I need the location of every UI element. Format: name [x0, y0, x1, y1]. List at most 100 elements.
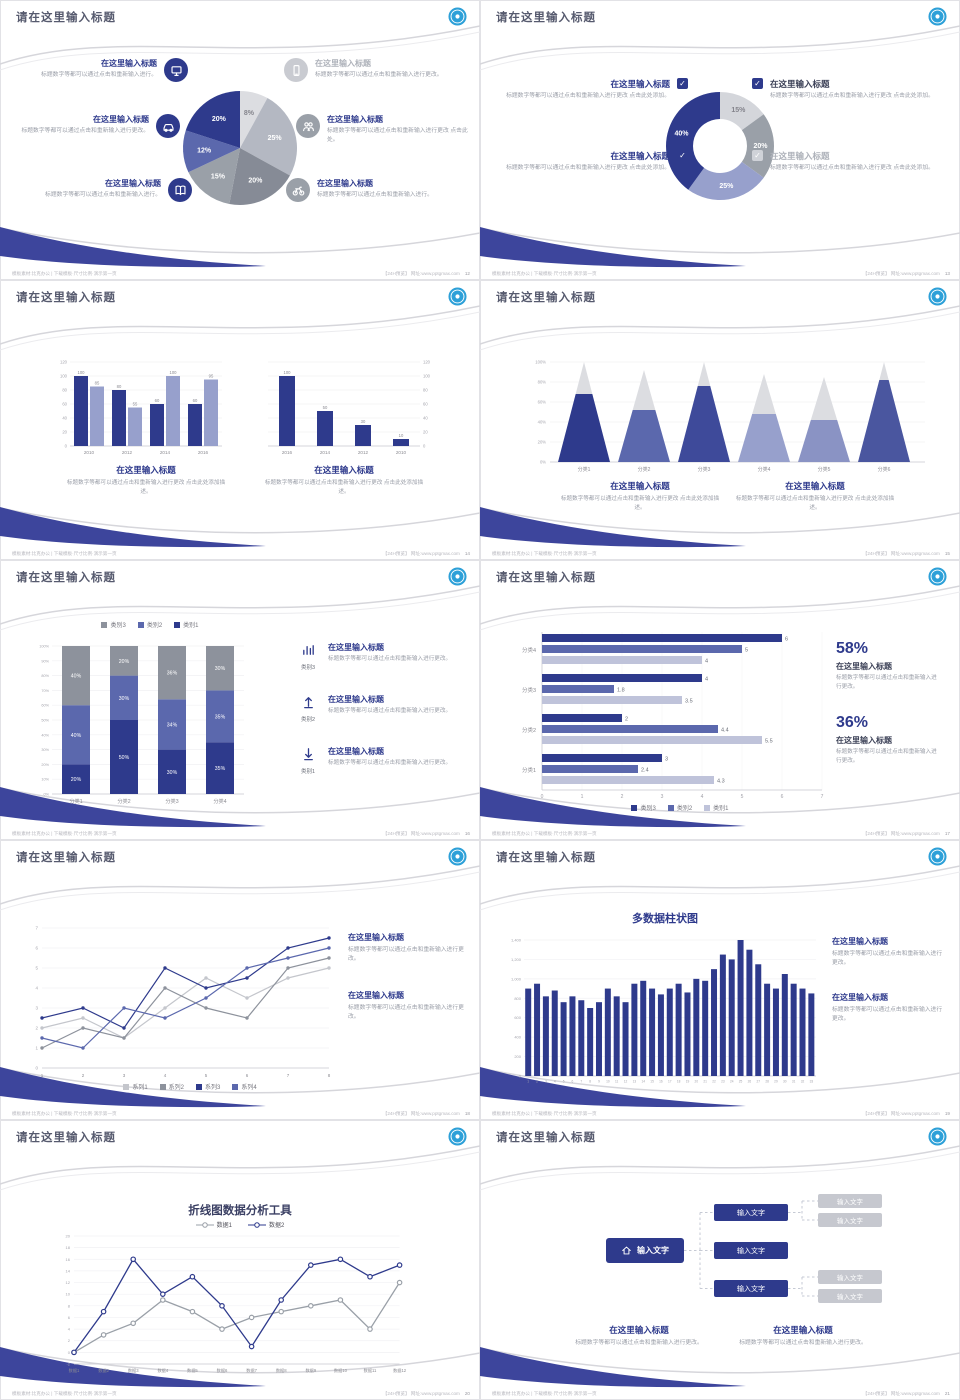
text-block-body: 标题数字等都可以通过点击和重新输入进行更改。 [832, 1007, 943, 1023]
icon-circle [286, 178, 310, 202]
side-item: 类别3 在这里输入标题 标题数字等都可以通过点击和重新输入进行更改。 [296, 642, 464, 671]
pie-chart: 8% 25% 20% 15% 12% 20% [182, 91, 298, 205]
chart-legend: 类别3 类别2 类别1 [560, 803, 800, 812]
page-number: 17 [944, 831, 950, 836]
school-logo-icon [448, 1127, 467, 1146]
side-item-text: 在这里输入标题 标题数字等都可以通过点击和重新输入进行更改。 [328, 746, 464, 768]
arrow-down-icon [303, 748, 313, 761]
swoosh-decoration [480, 25, 960, 268]
slide-footer: 模板素材:比克办公 | 下载模板·尺寸比例·演示第一页 【24H预览】 网址:ww… [492, 831, 950, 837]
footer-left-text: 模板素材:比克办公 | 下载模板·尺寸比例·演示第一页 [492, 1391, 597, 1396]
checklist-body: 标题数字等都可以通过点击和重新输入进行更改 点击此处添加。 [506, 165, 670, 171]
svg-text:4: 4 [554, 1080, 556, 1084]
svg-text:120: 120 [60, 360, 68, 365]
slide-15-pyramid-chart[interactable]: 请在这里输入标题 0% 20% 40% 60% 80% 100% 分类1 分类2 分类3 分类4 分… [480, 280, 960, 560]
svg-text:5: 5 [205, 1073, 208, 1078]
slide-13-donut-checklist[interactable]: 请在这里输入标题 15% 20% 25% 40% 在这里输入标题 标题数字等都可以通过点击… [480, 0, 960, 280]
text-block: 在这里输入标题 标题数字等都可以通过点击和重新输入进行更改。 [348, 990, 464, 1023]
text-block-title: 在这里输入标题 [610, 481, 670, 491]
footer-right-text: 【24H预览】 网址:www.pptgmax.com [382, 831, 460, 836]
slide-title: 请在这里输入标题 [496, 12, 596, 24]
callout-item: 在这里输入标题 标题数字等都可以通过点击和重新输入进行。 [286, 178, 466, 202]
svg-text:4: 4 [705, 659, 708, 665]
svg-text:1: 1 [35, 1046, 38, 1051]
svg-text:12: 12 [624, 1080, 628, 1084]
footer-left-text: 模板素材:比克办公 | 下载模板·尺寸比例·演示第一页 [12, 271, 117, 276]
people-icon [302, 121, 314, 131]
footer-right-text: 【24H预览】 网址:www.pptgmax.com [862, 831, 940, 836]
swoosh-decoration [480, 305, 960, 548]
slide-20-line-analysis[interactable]: 请在这里输入标题 折线图数据分析工具 数据1 数据2 -2 0 2 4 6 8 10 12 14 16 1… [0, 1120, 480, 1400]
svg-text:30: 30 [361, 419, 366, 424]
school-logo-icon [928, 287, 947, 306]
legend-entry: 类别2 [137, 620, 162, 629]
svg-text:27: 27 [756, 1080, 760, 1084]
car-icon [162, 123, 174, 132]
svg-text:数据12: 数据12 [393, 1367, 407, 1374]
slide-18-multi-line-chart[interactable]: 请在这里输入标题 0 1 2 3 4 5 6 7 1 2 3 4 5 6 7 8 系列1 系列2 系列3 系列4 在这里… [0, 840, 480, 1120]
svg-text:分类2: 分类2 [638, 466, 651, 473]
svg-text:3: 3 [665, 757, 668, 763]
icon-circle [296, 114, 320, 138]
svg-text:25%: 25% [719, 183, 734, 190]
svg-text:2: 2 [536, 1080, 538, 1084]
page-number: 20 [464, 1391, 470, 1396]
svg-text:15: 15 [650, 1080, 654, 1084]
svg-text:数据1: 数据1 [69, 1367, 80, 1374]
svg-text:85: 85 [95, 381, 100, 386]
svg-text:35%: 35% [215, 766, 226, 772]
swoosh-decoration [480, 585, 960, 828]
svg-text:24: 24 [730, 1080, 734, 1084]
school-logo-icon [928, 7, 947, 26]
legend-label: 系列3 [205, 1085, 221, 1091]
text-block: 在这里输入标题 标题数字等都可以通过点击和重新输入进行更改 点击此处添加描述。 [735, 480, 895, 513]
slide-content: 类别3 类别2 类别1 0% 10% 20% 30% 40% 50% 60% 70% 80% 90% 10… [0, 560, 480, 840]
slide-19-many-bars[interactable]: 请在这里输入标题 多数据柱状图 0 200 400 600 800 1,000 1,200 1,… [480, 840, 960, 1120]
callout-body: 标题数字等都可以通过点击和重新输入进行。 [41, 72, 157, 78]
flow-root-node: 输入文字 [606, 1238, 684, 1263]
legend-swatch [123, 1083, 130, 1090]
footer-right-text: 【24H预览】 网址:www.pptgmax.com [862, 1391, 940, 1396]
legend-label: 系列1 [132, 1085, 148, 1091]
slide-16-stacked-bars[interactable]: 请在这里输入标题 类别3 类别2 类别1 0% 10% 20% 30% 40% 50% 60% 70… [0, 560, 480, 840]
svg-text:3: 3 [661, 794, 664, 800]
icon-circle [284, 58, 308, 82]
svg-text:80%: 80% [41, 674, 49, 678]
svg-text:分类2: 分类2 [522, 726, 536, 734]
svg-text:20: 20 [66, 1234, 71, 1239]
flow-main-node: 输入文字 [714, 1204, 788, 1221]
svg-text:5: 5 [563, 1080, 565, 1084]
svg-text:100: 100 [60, 374, 68, 379]
callout-text: 在这里输入标题 标题数字等都可以通过点击和重新输入进行。 [317, 178, 466, 200]
icon-circle [168, 178, 192, 202]
svg-text:数据10: 数据10 [334, 1367, 348, 1374]
icon-circle [156, 114, 180, 138]
callout-text: 在这里输入标题 标题数字等都可以通过点击和重新输入进行更改。 [0, 114, 149, 136]
svg-text:28: 28 [765, 1080, 769, 1084]
checkbox-icon: ✓ [752, 78, 763, 89]
footer-left-text: 模板素材:比克办公 | 下载模板·尺寸比例·演示第一页 [492, 1111, 597, 1116]
side-item-title: 在这里输入标题 [328, 643, 384, 652]
text-block-title: 在这里输入标题 [832, 993, 888, 1002]
footer-left-text: 模板素材:比克办公 | 下载模板·尺寸比例·演示第一页 [492, 271, 597, 276]
side-item-title: 在这里输入标题 [328, 695, 384, 704]
slide-14-dual-bar-charts[interactable]: 请在这里输入标题 0 20 40 60 80 100 120 2010 100 85 2012 80 5… [0, 280, 480, 560]
callout-text: 在这里输入标题 标题数字等都可以通过点击和重新输入进行。 [8, 58, 157, 80]
svg-text:分类4: 分类4 [758, 466, 771, 473]
callout-body: 标题数字等都可以通过点击和重新输入进行更改。 [315, 72, 443, 78]
slide-21-flow-diagram[interactable]: 请在这里输入标题 输入文字 输入文字 输入文字 输入文字 输入文字 输入文字 输入文字 输入文… [480, 1120, 960, 1400]
swoosh-decoration [0, 305, 480, 548]
svg-text:18: 18 [66, 1245, 71, 1250]
text-block-body: 标题数字等都可以通过点击和重新输入进行更改 点击此处添加描述。 [264, 480, 424, 495]
stat-percent: 58% [836, 640, 869, 657]
page-number: 13 [944, 271, 950, 276]
pyramid-chart: 0% 20% 40% 60% 80% 100% 分类1 分类2 分类3 分类4 分类5 分类6 [535, 360, 925, 473]
svg-text:8: 8 [68, 1303, 71, 1308]
slide-12-pie-callouts[interactable]: 请在这里输入标题 8% 25% 20% 15% 12% 20% 在这里输入标题 标题数字等都可… [0, 0, 480, 280]
svg-text:2.4: 2.4 [641, 768, 649, 774]
slide-17-horizontal-bars[interactable]: 请在这里输入标题 0 1 2 3 4 5 6 7 分类4 6 5 4 分类3 4 1.8 3.5 分类2 2 4.4… [480, 560, 960, 840]
legend-swatch [667, 804, 674, 811]
legend-swatch [196, 1083, 202, 1090]
svg-text:0: 0 [519, 1074, 522, 1079]
